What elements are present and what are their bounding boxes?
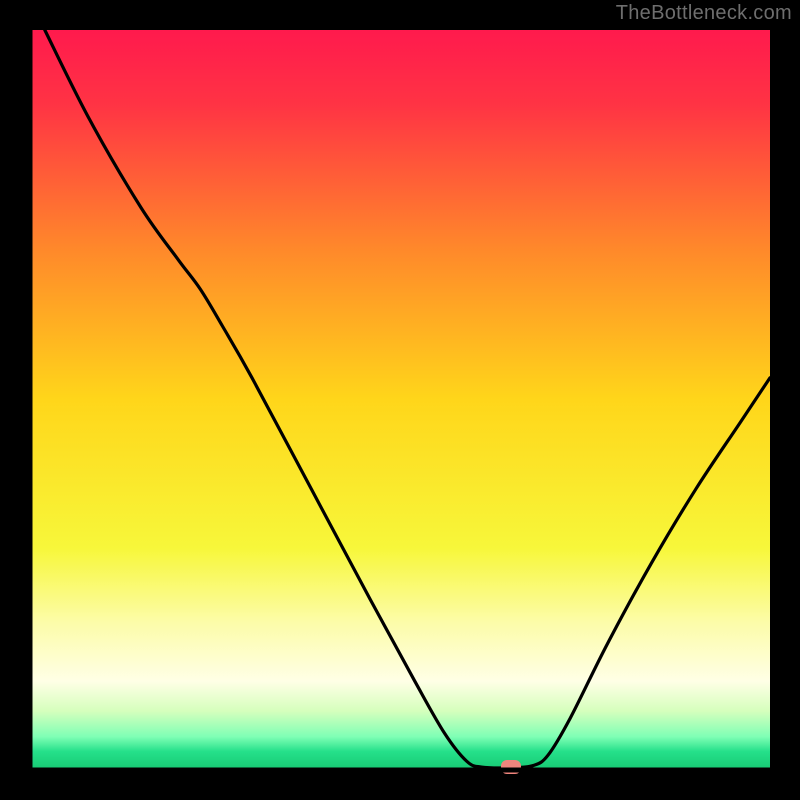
plot-gradient-background [30, 30, 770, 770]
watermark-text: TheBottleneck.com [616, 2, 792, 25]
bottleneck-chart: TheBottleneck.com [0, 0, 800, 800]
chart-svg [0, 0, 800, 800]
